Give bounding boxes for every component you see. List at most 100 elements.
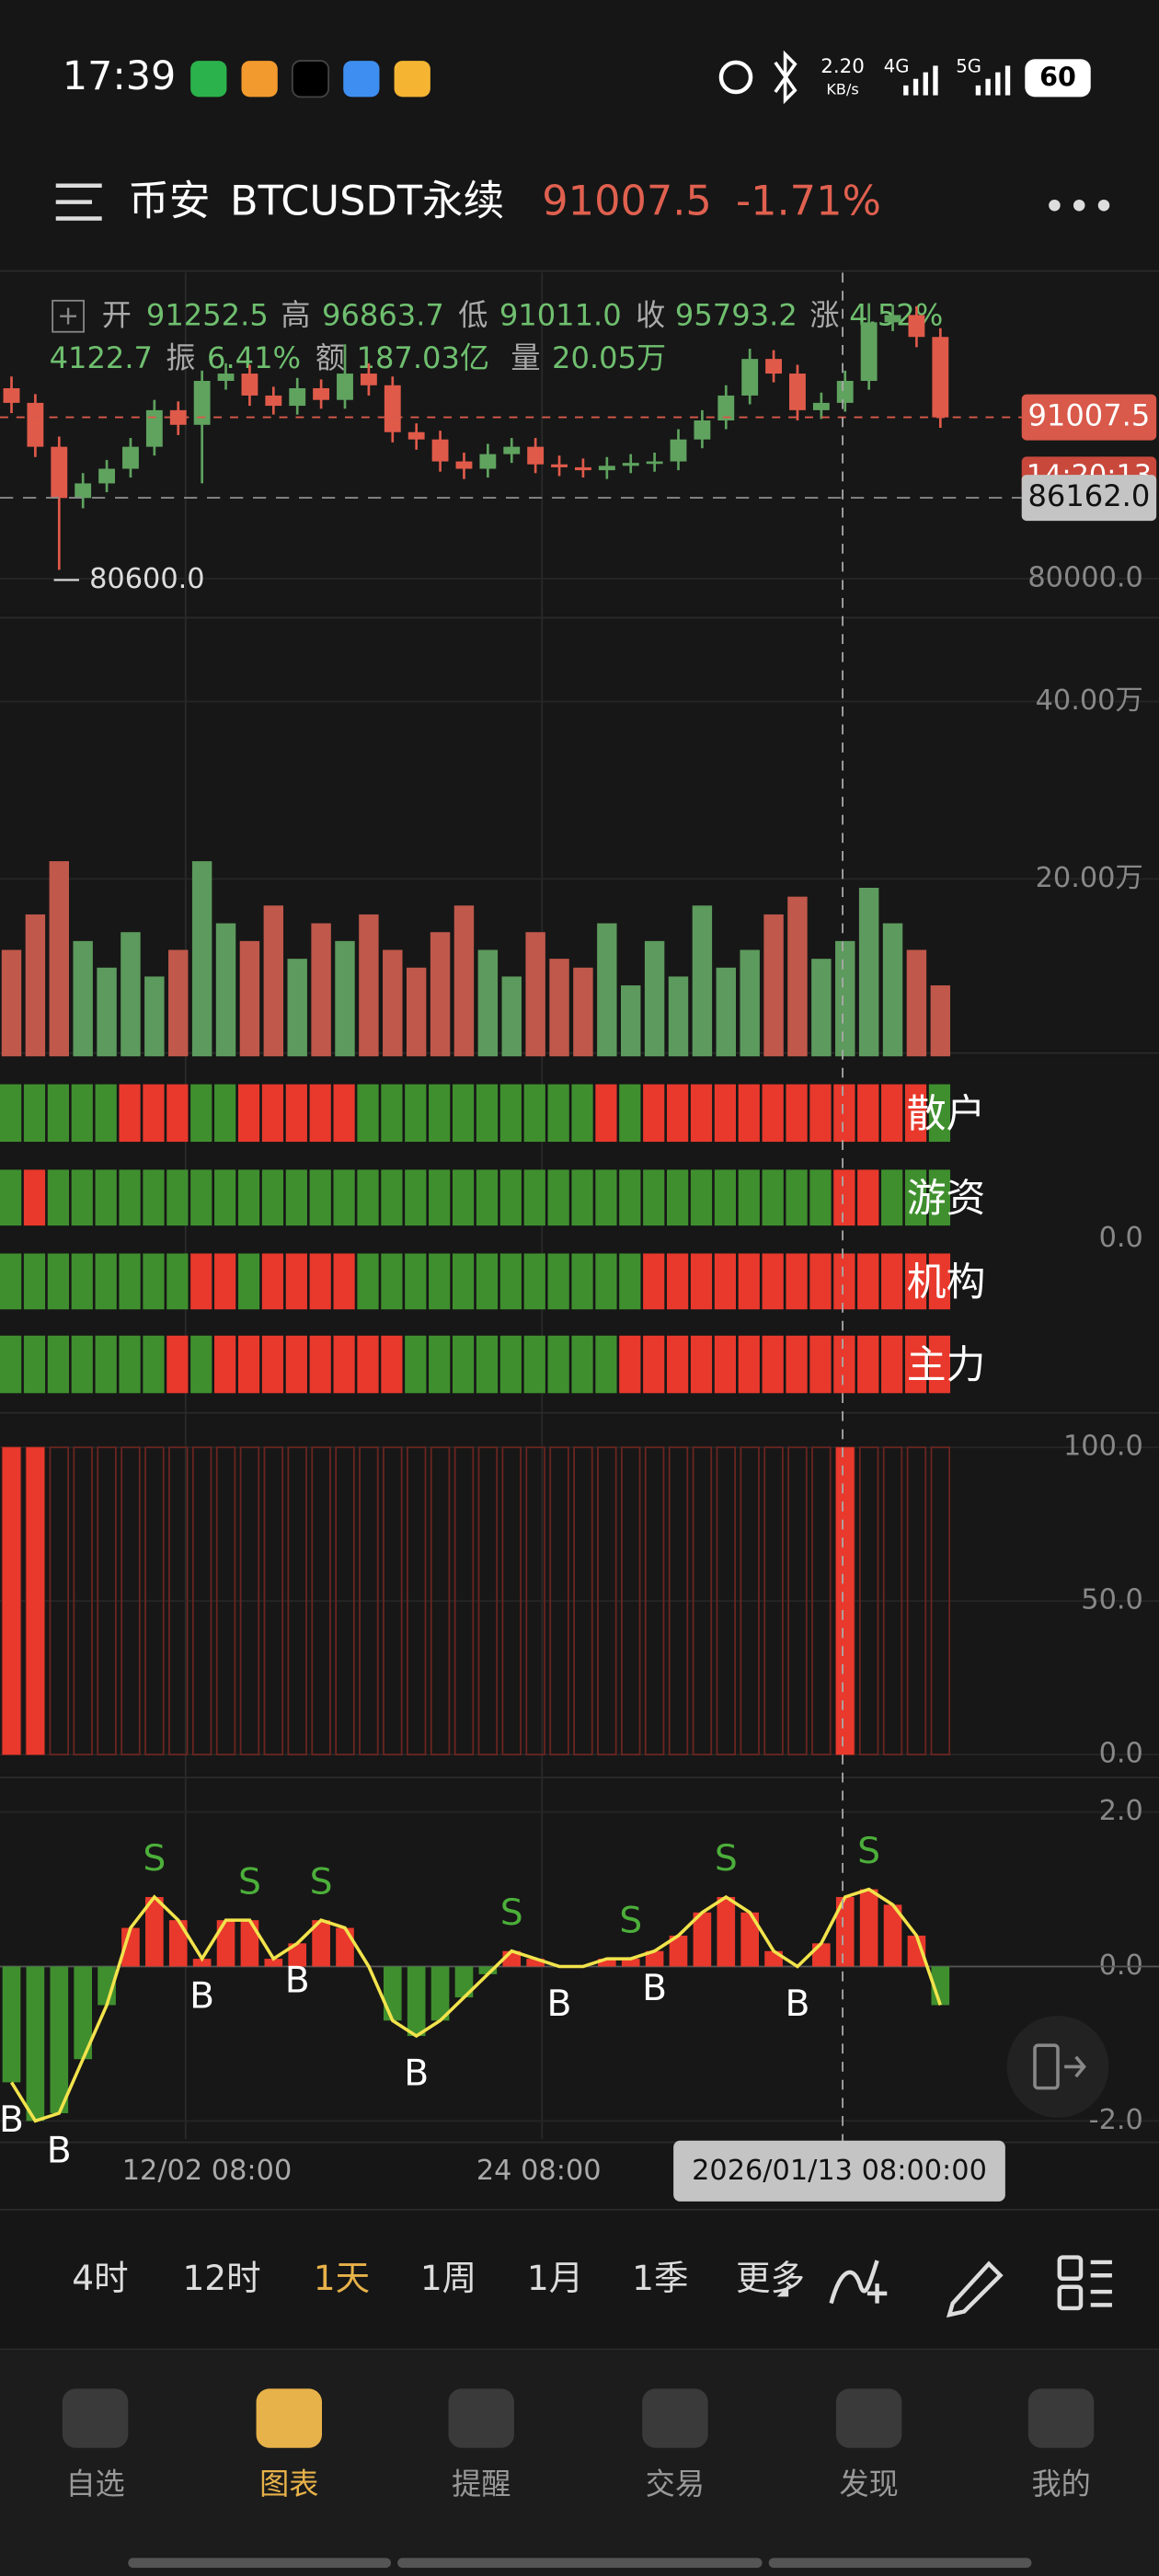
ohlc-label: 开 [102,298,132,333]
period-tab[interactable]: 1周 [420,2258,476,2298]
line-tag [1021,475,1157,522]
signal-cell [429,1335,451,1394]
symbol[interactable]: BTCUSDT永续 [230,177,504,224]
exchange-name[interactable]: 币安 [128,177,210,224]
nav-icon[interactable] [448,2388,514,2448]
status-time: 17:39 [63,53,176,99]
signal-cell [690,1253,713,1310]
signal-cell [452,1084,475,1143]
strength-bar [835,1447,855,1755]
candle-body [455,461,473,469]
signal-cell [405,1169,427,1226]
signal-cell [309,1253,331,1310]
volume-bar [477,949,499,1057]
signal-cell [71,1084,93,1143]
strength-column [168,1446,189,1756]
nav-icon[interactable] [642,2388,708,2448]
period-tab[interactable]: 1天 [314,2258,370,2298]
period-tab[interactable]: 4时 [72,2258,128,2298]
more-button[interactable] [1049,199,1110,212]
menu-button[interactable] [55,183,102,221]
strength-column [239,1446,260,1756]
signal-cell [47,1335,69,1394]
oscillator-bar [145,1896,164,1967]
strength-column [406,1446,427,1756]
signal-cell [786,1169,808,1226]
candle-body [217,374,235,382]
signal-cell [571,1084,593,1143]
nav-icon[interactable] [62,2388,129,2448]
signal-cell [619,1253,641,1310]
nav-label[interactable]: 图表 [259,2467,318,2501]
nav-label[interactable]: 提醒 [452,2467,511,2501]
price-tag [1021,394,1157,441]
signal-cell [261,1253,284,1310]
candle-body [3,387,20,403]
nav-label[interactable]: 自选 [65,2467,124,2501]
signal-row-label: 机构 [907,1259,986,1305]
ohlc-label: 额 [316,340,345,375]
signal-cell [285,1084,307,1143]
signal-cell [476,1253,499,1310]
oscillator-bar [621,1959,640,1967]
signal-cell [523,1335,545,1394]
signal-cell [190,1084,212,1143]
signal-cell [214,1084,236,1143]
strength-column [549,1446,569,1756]
layout-button[interactable] [1057,2255,1112,2311]
volume-bar [740,949,760,1057]
candle-body [479,454,497,469]
signal-cell [476,1335,499,1394]
battery [1025,59,1091,98]
signal-cell [928,1084,951,1143]
draw-button[interactable] [946,2260,1004,2318]
signal-cell [452,1335,475,1394]
signal-cell [23,1169,46,1226]
signal-cell [23,1253,46,1310]
volume-bar [287,959,307,1057]
signal-label: B [285,1961,310,2002]
signal-cell [928,1253,951,1310]
signal-cell [904,1084,927,1143]
volume-bar [144,976,165,1057]
strength-column [477,1446,499,1756]
dropdown-caret [776,2284,789,2297]
period-tab[interactable]: 1季 [632,2258,688,2298]
candle-body [765,359,782,374]
oscillator-bar [26,1966,45,2122]
strength-column [73,1446,93,1756]
nav-label[interactable]: 交易 [646,2467,705,2501]
period-tab[interactable]: 1月 [527,2258,583,2298]
signal-cell [928,1335,951,1394]
nav-label[interactable]: 我的 [1031,2467,1090,2501]
app-icon [343,61,380,98]
period-tab[interactable]: 12时 [182,2258,260,2298]
signal-cell [499,1169,522,1226]
signal-icon [975,65,1011,96]
signal-cell [523,1169,545,1226]
signal-cell [571,1335,593,1394]
volume-bar [763,914,784,1057]
signal-cell [786,1253,808,1310]
candle-body [122,446,139,469]
strength-column [287,1446,307,1756]
signal-cell [261,1169,284,1226]
indicator-button [866,2283,888,2304]
expand-icon[interactable] [52,299,85,333]
volume-bar [811,959,832,1057]
signal-cell [714,1084,736,1143]
nav-label[interactable]: 发现 [840,2467,899,2501]
strength-column [191,1446,212,1756]
nav-icon[interactable] [835,2388,902,2448]
signal-cell [690,1084,713,1143]
nav-icon[interactable] [1027,2388,1095,2448]
period-tab[interactable]: 更多 [736,2258,805,2298]
strength-column [597,1446,617,1756]
signal-cell [809,1169,832,1226]
y-tick-label: 100.0 [1063,1431,1143,1463]
indicator-button[interactable] [829,2260,879,2305]
ohlc-value: 20.05万 [552,340,666,375]
volume-bar [359,914,379,1057]
nav-icon[interactable] [256,2388,322,2448]
